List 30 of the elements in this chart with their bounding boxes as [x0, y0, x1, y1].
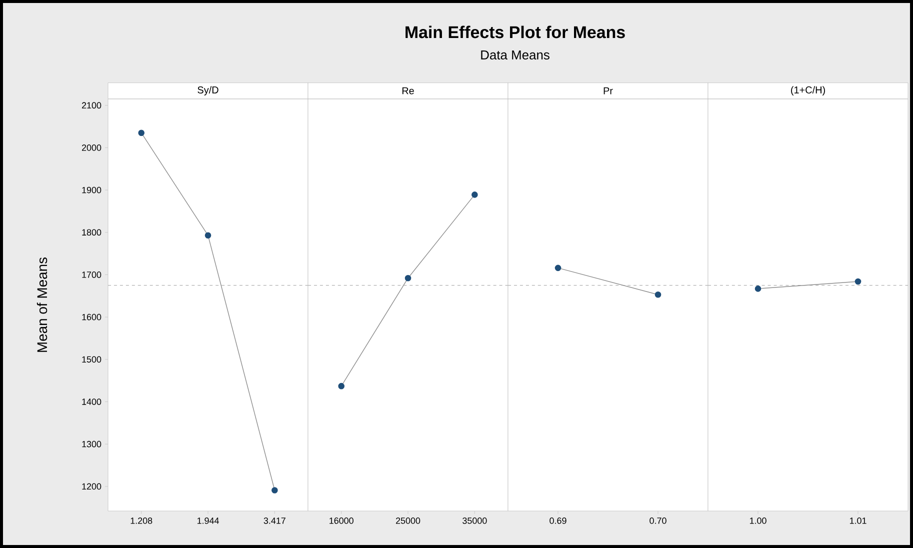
y-tick-label: 1600	[82, 314, 102, 320]
x-tick-label: 35000	[462, 518, 487, 524]
text: Main Effects Plot for Means	[406, 26, 625, 38]
y-tick-label: 1900	[82, 186, 102, 194]
y-tick-label: 1400	[82, 398, 102, 405]
y-tick-label: 1500	[82, 356, 102, 363]
x-tick-label: 25000	[396, 518, 420, 524]
text: Data Means	[481, 50, 550, 60]
x-tick-label: 1.208	[130, 518, 152, 524]
point	[272, 487, 278, 494]
x-axis-title: Sy/D	[198, 86, 218, 96]
x-tick-label: 1.01	[850, 518, 866, 524]
x-tick-label: 0.69	[550, 518, 566, 524]
y-tick-label: 2100	[82, 102, 102, 109]
x-axis-title: Pr	[604, 87, 613, 94]
x-axis-title: Re	[402, 87, 414, 94]
point	[138, 130, 144, 136]
x-axis-title: (1+C/H)	[791, 86, 825, 96]
y-tick-label: 1300	[82, 440, 102, 448]
x-tick-label: 3.417	[264, 518, 286, 524]
y-tick-label: 1800	[82, 229, 102, 236]
x-tick-label: 1.944	[197, 518, 219, 524]
x-tick-label: 1.00	[750, 518, 766, 524]
y-tick-label: 1700	[82, 272, 102, 278]
point	[204, 232, 212, 238]
x-tick-label: 16000	[330, 518, 354, 524]
y-tick-label: 2000	[82, 144, 102, 151]
y-axis-title: Mean of Means	[36, 257, 48, 352]
x-tick-label: 0.70	[650, 518, 666, 524]
y-tick-label: 1200	[82, 483, 102, 490]
